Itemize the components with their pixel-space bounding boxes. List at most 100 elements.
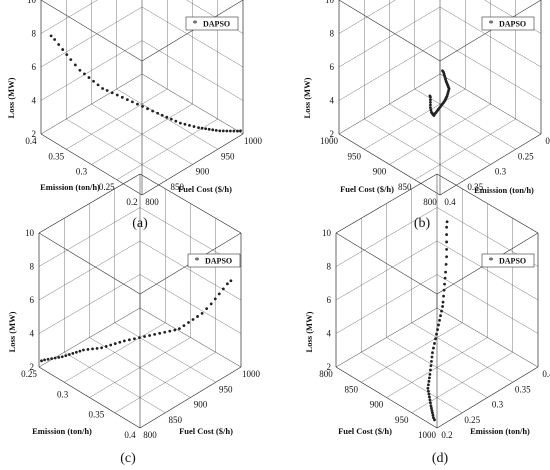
data-point — [148, 334, 151, 337]
grid-line — [411, 352, 513, 413]
data-point — [204, 127, 208, 131]
legend-marker: * — [193, 19, 198, 30]
box-edge — [40, 133, 143, 196]
box-edge — [139, 366, 242, 429]
box-edge — [139, 173, 242, 234]
legend-marker: * — [489, 19, 494, 30]
x-tick-label: 0.35 — [48, 151, 64, 161]
box-edge — [141, 0, 244, 62]
z-axis-label: Loss (MW) — [7, 311, 17, 352]
data-point — [431, 411, 434, 415]
grid-line — [414, 118, 516, 180]
data-point — [113, 342, 117, 346]
z-tick-label: 8 — [330, 29, 335, 39]
box-edge — [439, 0, 542, 62]
y-tick-label: 900 — [373, 167, 387, 177]
data-point — [73, 63, 77, 67]
data-point — [445, 225, 448, 229]
data-point — [163, 330, 167, 334]
y-tick-label: 800 — [145, 197, 159, 207]
data-point — [200, 126, 204, 130]
data-point — [160, 113, 164, 117]
legend-marker: * — [195, 256, 200, 267]
box-edge — [335, 173, 438, 234]
data-point — [441, 300, 445, 304]
data-point — [74, 350, 78, 354]
data-point — [438, 318, 441, 322]
grid-line — [411, 322, 513, 383]
data-point — [442, 288, 446, 292]
x-tick-label: 0.2 — [126, 197, 137, 207]
data-point — [138, 336, 141, 340]
legend-marker: * — [489, 256, 494, 267]
data-point — [57, 355, 61, 359]
data-point — [437, 323, 440, 327]
y-tick-label: 850 — [398, 182, 412, 192]
data-point — [168, 329, 172, 333]
x-tick-label: 0.4 — [25, 136, 37, 146]
y-axis-label: Fuel Cost ($/h) — [338, 426, 392, 436]
data-point — [192, 125, 196, 128]
data-point — [182, 324, 186, 328]
x-tick-label: 0.25 — [518, 151, 534, 161]
data-point — [428, 372, 432, 376]
data-point — [225, 129, 229, 133]
box-edge — [40, 0, 143, 62]
x-tick-label: 0.25 — [464, 415, 480, 425]
data-point — [445, 240, 448, 244]
legend-label: DAPSO — [499, 257, 526, 266]
z-tick-label: 10 — [27, 0, 37, 5]
x-axis-label: Emission (ton/h) — [474, 185, 534, 195]
data-point — [67, 353, 71, 356]
z-tick-label: 2 — [30, 362, 35, 372]
data-point — [211, 128, 215, 132]
data-point — [131, 100, 134, 104]
data-point — [214, 128, 218, 132]
z-axis-label: Loss (MW) — [304, 311, 314, 352]
data-point — [200, 311, 204, 315]
data-point — [428, 395, 431, 399]
x-tick-label: 0.35 — [515, 384, 531, 394]
x-axis-label: Emission (ton/h) — [470, 426, 530, 436]
data-point — [429, 103, 432, 107]
data-point — [427, 379, 431, 383]
data-point — [109, 343, 113, 347]
z-tick-label: 10 — [322, 228, 332, 238]
data-point — [191, 318, 195, 321]
data-point — [183, 122, 187, 126]
data-point — [442, 294, 445, 298]
panel-label: (c) — [120, 451, 136, 466]
y-tick-label: 800 — [143, 430, 157, 440]
box-edge — [335, 232, 438, 295]
grid-line — [436, 307, 539, 368]
chart-panel-4: 2 4 6 8 10 0.4 0.35 0.3 0.25 0.2 1000 950 900 850 800 E… — [304, 173, 550, 466]
y-axis-label: Fuel Cost ($/h) — [340, 184, 394, 194]
data-point — [151, 109, 155, 113]
data-point — [445, 247, 448, 251]
data-point — [428, 376, 431, 380]
data-point — [61, 48, 65, 51]
x-tick-label: 0.4 — [444, 197, 456, 207]
data-point — [430, 359, 433, 363]
grid-line — [139, 307, 242, 368]
data-point — [65, 53, 69, 56]
data-point — [53, 38, 57, 41]
data-point — [225, 282, 229, 286]
data-point — [218, 129, 222, 133]
y-tick-label: 850 — [169, 415, 183, 425]
data-point — [429, 404, 433, 408]
data-point — [177, 327, 181, 331]
chart-panel-3: 2 4 6 8 10 0.25 0.3 0.35 0.4 800 850 900 950 1000 Emis… — [7, 173, 261, 466]
chart-panel-1: 2 4 6 8 10 0.4 0.35 0.3 0.25 0.2 800 850 900 950 1000 E… — [6, 0, 263, 231]
data-point — [173, 328, 177, 332]
grid-line — [114, 352, 216, 413]
x-tick-label: 0.4 — [542, 369, 550, 379]
data-point — [143, 335, 146, 338]
y-tick-label: 950 — [395, 415, 409, 425]
data-point — [426, 386, 430, 390]
data-point — [101, 87, 105, 90]
data-point — [178, 121, 182, 125]
data-point — [439, 314, 442, 318]
data-point — [78, 68, 82, 72]
data-point — [445, 220, 449, 224]
